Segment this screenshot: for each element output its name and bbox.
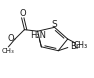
- Text: H₂N: H₂N: [31, 31, 47, 40]
- Text: Br: Br: [70, 41, 80, 51]
- Text: O: O: [19, 9, 26, 18]
- Text: CH₃: CH₃: [2, 48, 15, 54]
- Text: S: S: [52, 20, 57, 29]
- Text: CH₃: CH₃: [74, 41, 88, 50]
- Text: O: O: [7, 34, 14, 43]
